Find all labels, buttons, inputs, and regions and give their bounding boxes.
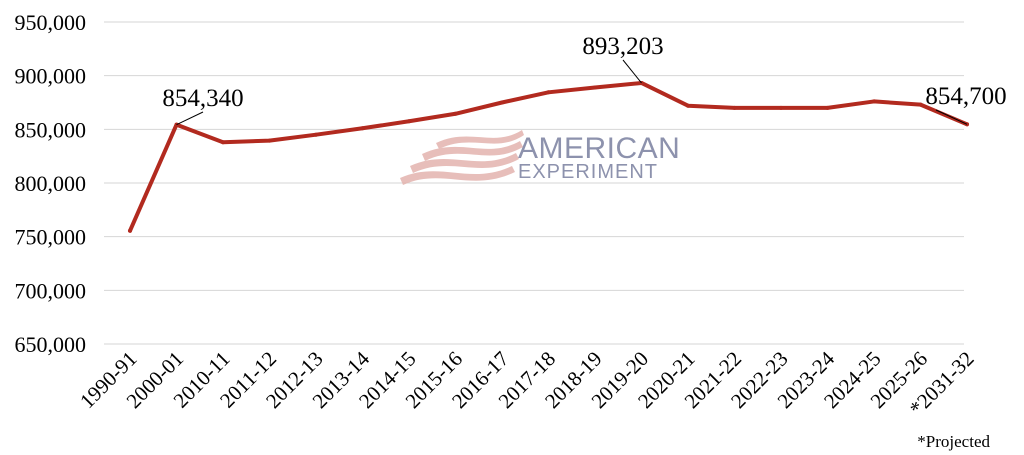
flag-logo-icon [400,130,524,185]
data-annotations: 854,340 893,203 854,700 [162,33,1007,126]
y-tick-label: 750,000 [15,225,87,250]
gridlines [104,21,964,345]
data-label: 893,203 [582,33,663,60]
data-point [779,105,783,110]
y-tick-label: 650,000 [15,332,87,357]
data-point [128,228,132,233]
x-axis-ticks: 1990-912000-012010-112011-122012-132013-… [75,346,978,420]
y-tick-label: 900,000 [15,64,87,89]
y-tick-label: 950,000 [15,10,87,35]
data-point [314,132,318,137]
data-point [500,100,504,105]
y-tick-label: 850,000 [15,117,87,142]
annotation-leader [622,59,642,84]
data-point [593,85,597,90]
series-group [128,80,969,233]
y-tick-label: 700,000 [15,278,87,303]
y-tick-label: 800,000 [15,171,87,196]
data-point [407,119,411,124]
data-point [453,111,458,116]
annotation-leader [176,111,204,126]
data-point [686,103,690,108]
y-axis-ticks: 650,000 700,000 750,000 800,000 850,000 900,0… [15,10,87,357]
data-point [732,105,737,110]
data-point [267,138,272,143]
data-point [546,90,551,95]
data-point [918,102,923,107]
watermark-line2: EXPERIMENT [518,161,658,183]
watermark-line1: AMERICAN [518,132,680,165]
american-experiment-watermark: AMERICAN EXPERIMENT [400,130,680,185]
data-point [825,105,830,110]
annotation-leader [935,109,968,125]
data-label: 854,700 [925,83,1006,110]
data-point [360,126,365,131]
data-label: 854,340 [162,85,243,112]
data-point [872,99,876,104]
footnote-projected: *Projected [917,432,990,451]
data-point [221,140,225,145]
